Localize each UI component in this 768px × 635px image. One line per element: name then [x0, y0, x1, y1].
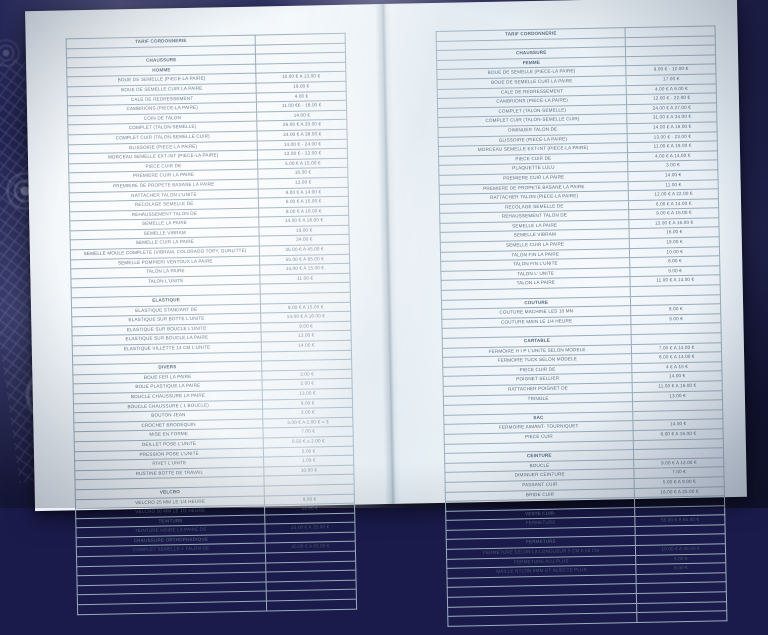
- spacer-cell: [266, 599, 357, 611]
- price-list-sheet: TARIF CORDONNERIE CHAUSSURE HOMME BOUE DE …: [25, 0, 747, 627]
- left-price-table: TARIF CORDONNERIE CHAUSSURE HOMME BOUE DE …: [66, 33, 358, 615]
- page-fold-crease: [375, 3, 402, 505]
- left-page: TARIF CORDONNERIE CHAUSSURE HOMME BOUE DE …: [66, 33, 358, 615]
- right-price-table: TARIF CORDONNERIE CHAUSSURE FEMME BOUE DE …: [436, 25, 728, 627]
- right-page: TARIF CORDONNERIE CHAUSSURE FEMME BOUE DE …: [436, 25, 728, 627]
- spacer-cell: [637, 610, 727, 623]
